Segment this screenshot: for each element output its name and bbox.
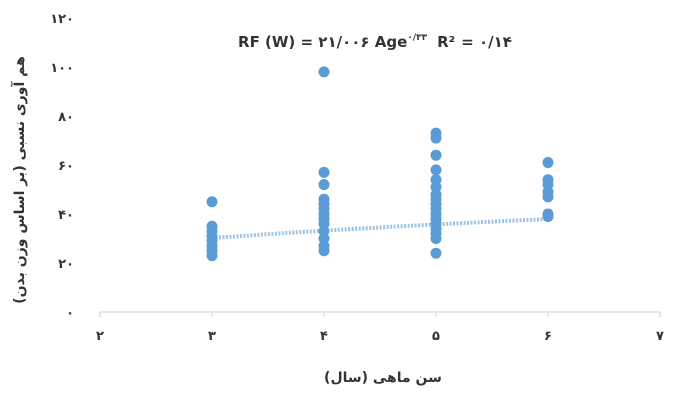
x-tick-label: ۴	[320, 329, 328, 344]
data-point	[430, 247, 442, 259]
y-tick-label: ۰	[66, 306, 74, 321]
data-point	[430, 149, 442, 161]
y-tick-label: ۱۲۰	[50, 12, 74, 27]
y-tick-label: ۸۰	[58, 110, 74, 125]
x-axis-ticks: ۲ ۳ ۴ ۵ ۶ ۷	[96, 312, 664, 344]
x-tick-label: ۲	[96, 329, 104, 344]
plot-area	[100, 66, 660, 313]
x-tick-label: ۷	[656, 329, 664, 344]
y-tick-label: ۶۰	[58, 159, 74, 174]
trendline-equation: RF (W) = ۲۱/۰۰۶ Age۰/۳۳ R² = ۰/۱۴	[238, 33, 512, 51]
data-point	[542, 210, 554, 222]
equation-r2-label: R²	[437, 33, 455, 51]
data-point	[430, 164, 442, 176]
equation-r2-value: = ۰/۱۴	[461, 33, 512, 51]
data-point	[206, 196, 218, 208]
y-axis-ticks: ۰ ۲۰ ۴۰ ۶۰ ۸۰ ۱۰۰ ۱۲۰	[50, 12, 74, 321]
y-axis-title: هم آوری نسبی (بر اساس وزن بدن)	[10, 56, 28, 304]
y-tick-label: ۲۰	[58, 257, 74, 272]
data-point	[318, 245, 330, 257]
x-axis-title: سن ماهی (سال)	[324, 370, 442, 386]
y-tick-label: ۱۰۰	[50, 61, 74, 76]
x-tick-label: ۳	[208, 329, 216, 344]
x-tick-label: ۶	[544, 329, 552, 344]
x-tick-label: ۵	[432, 329, 440, 344]
y-tick-label: ۴۰	[58, 208, 74, 223]
data-point	[318, 166, 330, 178]
equation-lhs: RF (W) = ۲۱/۰۰۶ Age	[238, 33, 407, 51]
data-point	[318, 66, 330, 78]
data-point	[430, 233, 442, 244]
data-point	[318, 179, 330, 191]
equation-exponent: ۰/۳۳	[407, 33, 427, 43]
data-point	[542, 191, 554, 203]
data-point	[206, 250, 218, 262]
data-point	[430, 132, 442, 144]
data-point	[542, 157, 554, 169]
trendline	[211, 217, 549, 240]
